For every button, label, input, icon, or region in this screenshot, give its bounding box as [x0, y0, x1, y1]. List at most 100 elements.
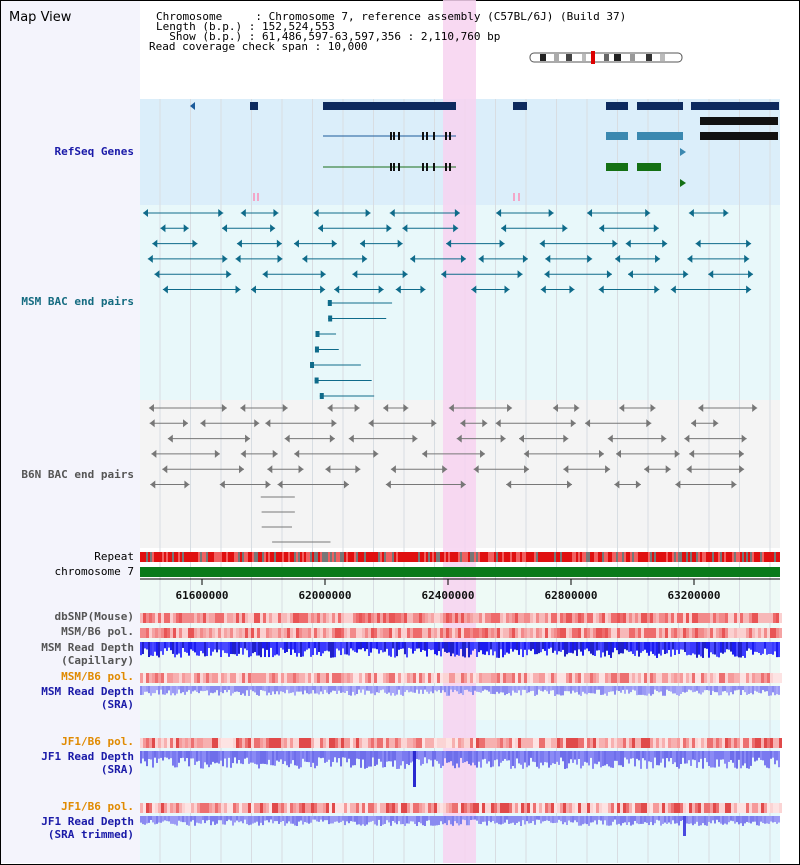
repeat-segment [772, 552, 774, 562]
b6n-bac-label[interactable]: B6N BAC end pairs [21, 468, 134, 481]
jf1-b6-pol-2-label[interactable]: JF1/B6 pol. [61, 800, 134, 813]
depth-bar [382, 751, 384, 768]
repeat-segment [762, 552, 764, 562]
depth-bar [184, 686, 186, 695]
heat-cell [731, 738, 734, 748]
repeat-segment [478, 552, 480, 562]
heat-cell [626, 613, 629, 623]
repeat-segment [526, 552, 528, 562]
depth-bar [286, 816, 288, 824]
heat-cell [467, 628, 470, 638]
heat-cell [638, 803, 641, 813]
heat-cell [758, 613, 761, 623]
depth-bar [486, 642, 488, 652]
depth-bar [356, 642, 358, 653]
depth-bar [522, 751, 524, 769]
heat-cell [332, 673, 335, 683]
depth-bar [306, 686, 308, 694]
depth-bar [590, 686, 592, 694]
depth-bar [222, 751, 224, 767]
depth-bar [332, 816, 334, 824]
jf1-b6-pol-label[interactable]: JF1/B6 pol. [61, 735, 134, 748]
heat-cell [308, 628, 311, 638]
bac-end [544, 270, 550, 279]
msm-b6-pol-label[interactable]: MSM/B6 pol. [61, 625, 134, 638]
heat-cell [725, 613, 728, 623]
depth-bar [712, 642, 714, 655]
depth-bar [238, 686, 240, 693]
msm-b6-pol-2-label[interactable]: MSM/B6 pol. [61, 670, 134, 683]
heat-cell [572, 628, 575, 638]
jf1-read-depth-trim-label[interactable]: JF1 Read Depth [41, 815, 134, 828]
depth-bar [220, 642, 222, 658]
heat-cell [221, 803, 224, 813]
heat-cell [419, 673, 422, 683]
depth-bar [312, 751, 314, 763]
heat-cell [263, 628, 266, 638]
heat-cell [410, 613, 413, 623]
heat-cell [257, 613, 260, 623]
repeat-segment [276, 552, 278, 562]
heat-cell [425, 803, 428, 813]
repeat-segment [160, 552, 162, 562]
heat-cell [416, 613, 419, 623]
jf1-read-depth-sra-label[interactable]: JF1 Read Depth [41, 750, 134, 763]
depth-bar [278, 751, 280, 762]
heat-cell [773, 738, 776, 748]
depth-bar [778, 751, 780, 768]
bac-end [480, 449, 486, 458]
depth-bar [332, 751, 334, 762]
repeat-segment [394, 552, 396, 562]
bac-end [473, 465, 479, 474]
depth-bar [586, 751, 588, 763]
msm-read-depth-cap-label[interactable]: MSM Read Depth [41, 641, 134, 654]
heat-cell [257, 738, 260, 748]
heat-cell [773, 628, 776, 638]
heat-cell [461, 673, 464, 683]
depth-bar [574, 642, 576, 651]
bac-end [499, 239, 505, 248]
refseq-genes-label[interactable]: RefSeq Genes [54, 145, 134, 158]
axis-tick-label: 63200000 [668, 589, 721, 602]
heat-cell [362, 803, 365, 813]
depth-bar [358, 816, 360, 825]
heat-cell [422, 738, 425, 748]
depth-bar [730, 751, 732, 761]
msm-read-depth-sra-label[interactable]: MSM Read Depth [41, 685, 134, 698]
heat-cell [539, 628, 542, 638]
depth-bar [458, 686, 460, 695]
msm-bac-label[interactable]: MSM BAC end pairs [21, 295, 134, 308]
depth-bar [214, 751, 216, 764]
repeat-segment [736, 552, 738, 562]
bac-end [691, 419, 697, 428]
repeat-segment [666, 552, 668, 562]
depth-bar [590, 751, 592, 758]
heat-cell [386, 803, 389, 813]
depth-bar [432, 816, 434, 826]
depth-bar [306, 751, 308, 762]
repeat-segment [766, 552, 768, 562]
heat-cell [338, 673, 341, 683]
depth-bar [592, 686, 594, 694]
heat-cell [572, 803, 575, 813]
bac-end [331, 239, 337, 248]
heat-cell [662, 738, 665, 748]
heat-cell [413, 803, 416, 813]
depth-bar [278, 686, 280, 695]
depth-bar [320, 816, 322, 820]
depth-bar [656, 751, 658, 766]
heat-cell [584, 738, 587, 748]
heat-cell [230, 613, 233, 623]
depth-bar [318, 642, 320, 652]
depth-bar [360, 816, 362, 826]
heat-cell [737, 738, 740, 748]
chromosome-label: chromosome 7 [54, 565, 134, 578]
repeat-segment [412, 552, 414, 562]
dbsnp-label[interactable]: dbSNP(Mouse) [54, 610, 134, 623]
depth-bar [416, 816, 418, 826]
depth-bar [372, 686, 374, 694]
heat-cell [200, 803, 203, 813]
depth-bar [400, 816, 402, 825]
depth-bar [274, 751, 276, 766]
